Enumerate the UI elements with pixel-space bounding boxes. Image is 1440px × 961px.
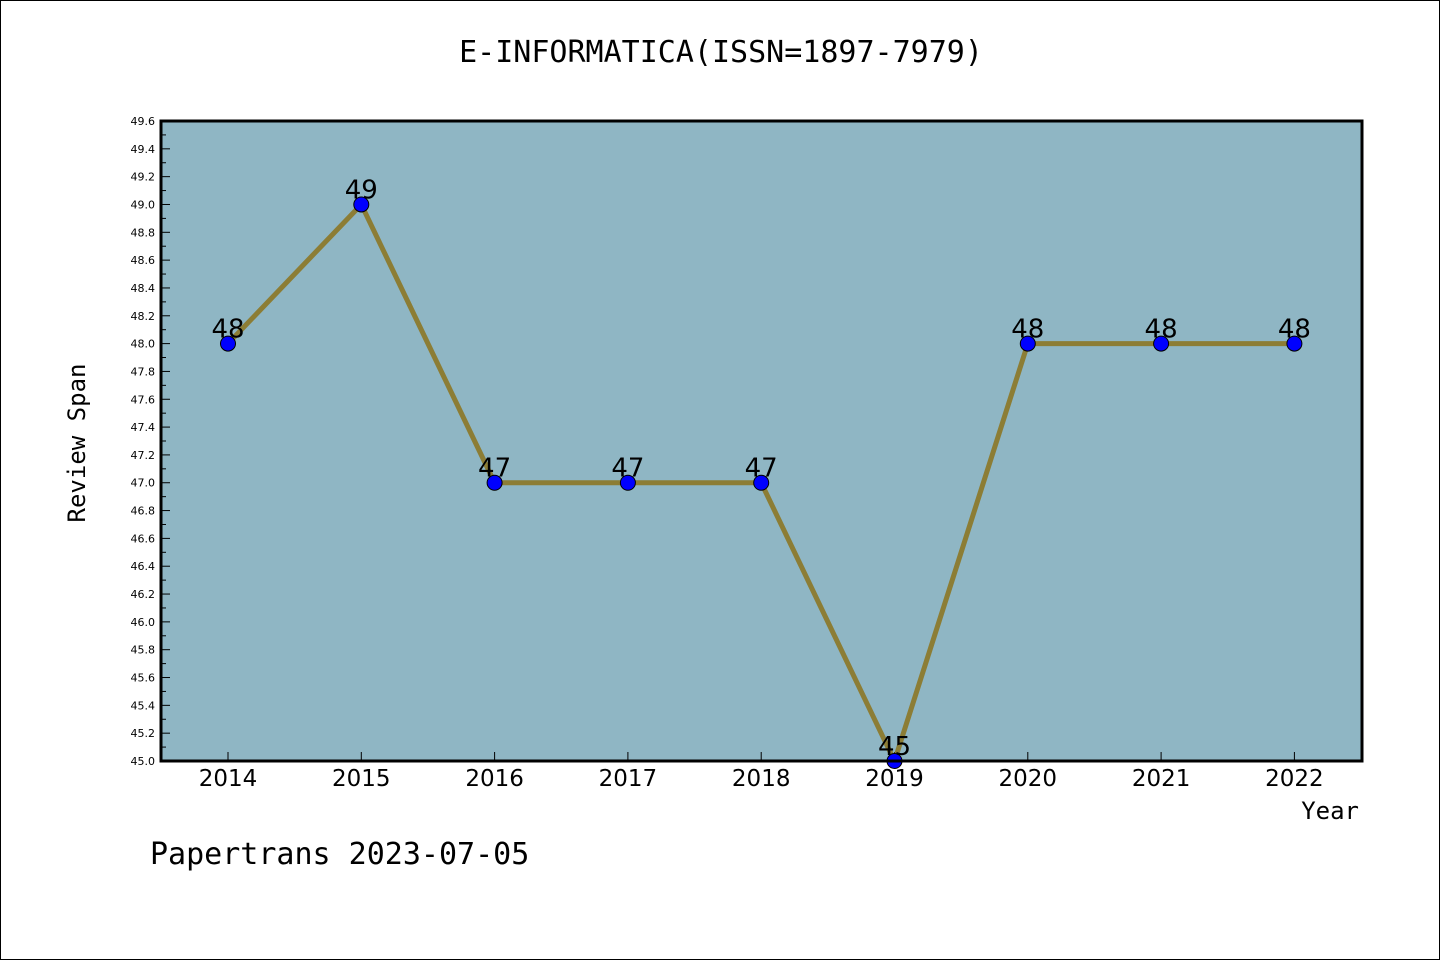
y-tick-label: 45.6 [131, 672, 156, 685]
y-tick-label: 46.4 [131, 560, 156, 573]
y-tick-label: 45.4 [131, 699, 156, 712]
x-tick-label: 2022 [1265, 766, 1324, 792]
x-tick-label: 2018 [732, 766, 791, 792]
y-tick-label: 49.4 [131, 143, 156, 156]
x-tick-label: 2021 [1132, 766, 1191, 792]
data-label: 48 [211, 315, 244, 345]
x-tick-label: 2016 [465, 766, 524, 792]
y-tick-label: 45.8 [131, 644, 156, 657]
x-tick-label: 2020 [999, 766, 1058, 792]
x-axis-label: Year [1301, 797, 1359, 825]
y-tick-label: 48.2 [131, 310, 156, 323]
y-tick-label: 46.6 [131, 532, 156, 545]
plot-frame [159, 119, 1364, 763]
data-label: 47 [611, 454, 644, 484]
data-label: 47 [745, 454, 778, 484]
x-tick-label: 2019 [865, 766, 924, 792]
y-tick-label: 45.2 [131, 727, 156, 740]
data-label: 48 [1145, 315, 1178, 345]
y-tick-label: 49.6 [131, 115, 156, 128]
data-point [1019, 335, 1036, 352]
data-point [1286, 335, 1303, 352]
data-point [486, 474, 503, 491]
y-tick-label: 47.6 [131, 393, 156, 406]
data-label: 47 [478, 454, 511, 484]
y-tick-label: 47.8 [131, 365, 156, 378]
y-tick-label: 47.4 [131, 421, 156, 434]
y-tick-label: 48.0 [131, 338, 156, 351]
y-tick-label: 48.8 [131, 226, 156, 239]
footer-credit: Papertrans 2023-07-05 [150, 837, 530, 872]
y-tick-label: 48.6 [131, 254, 156, 267]
data-point [753, 474, 770, 491]
data-label: 45 [878, 732, 911, 762]
y-tick-label: 45.0 [131, 755, 156, 768]
plot-area [161, 121, 1362, 761]
y-tick-label: 48.4 [131, 282, 156, 295]
y-tick-label: 49.2 [131, 171, 156, 184]
y-tick-label: 46.8 [131, 505, 156, 518]
y-tick-label: 46.2 [131, 588, 156, 601]
data-label: 48 [1011, 315, 1044, 345]
data-point [220, 335, 236, 352]
data-point [353, 196, 370, 213]
chart-title: E-INFORMATICA(ISSN=1897-7979) [459, 35, 983, 70]
x-tick-label: 2015 [332, 766, 391, 792]
data-label: 49 [345, 175, 378, 205]
data-point [1153, 335, 1170, 352]
y-tick-label: 47.0 [131, 477, 156, 490]
y-tick-label: 47.2 [131, 449, 156, 462]
data-label: 48 [1278, 315, 1311, 345]
x-tick-label: 2017 [599, 766, 658, 792]
y-tick-label: 46.0 [131, 616, 156, 629]
x-tick-label: 2014 [199, 766, 258, 792]
data-point [619, 474, 636, 491]
y-tick-label: 49.0 [131, 198, 156, 211]
